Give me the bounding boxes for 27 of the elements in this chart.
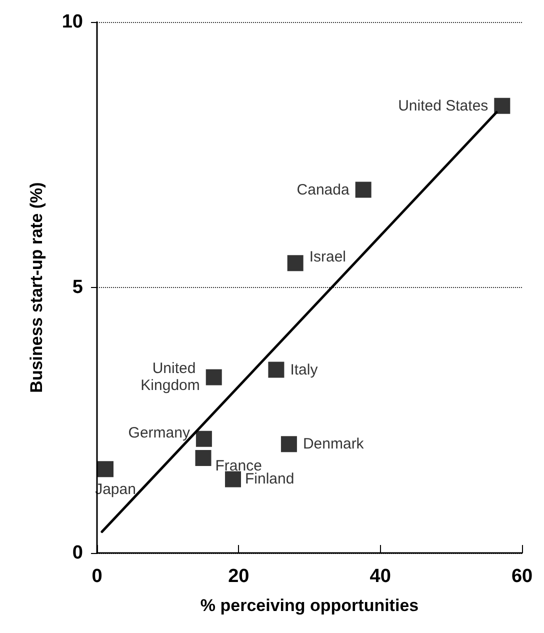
x-tick-label: 0 — [92, 566, 102, 587]
annotation: Finland — [245, 470, 294, 488]
point — [98, 461, 114, 478]
point — [225, 471, 241, 488]
y-tick-label: 0 — [72, 542, 83, 564]
x-tick-label: 60 — [511, 566, 533, 587]
annotation: Israel — [309, 248, 346, 266]
annotation: Denmark — [302, 436, 364, 453]
point — [287, 255, 304, 272]
annotation: Germany — [128, 424, 190, 442]
annotation: United States — [398, 97, 488, 114]
x-tick-label: 40 — [370, 566, 391, 587]
point — [195, 450, 212, 466]
x-axis-title: % perceiving opportunities — [200, 596, 419, 615]
point — [196, 430, 212, 447]
point — [206, 369, 222, 386]
point — [355, 182, 372, 198]
y-tick-label: 5 — [72, 277, 84, 298]
annotation: Canada — [296, 181, 350, 198]
y-axis-title: Business start-up rate (%) — [27, 182, 46, 393]
point — [280, 436, 297, 452]
point — [268, 362, 284, 378]
annotation: United Kingdom — [140, 360, 200, 394]
point — [494, 98, 510, 114]
y-tick-label: 10 — [62, 12, 83, 32]
annotation: Italy — [290, 361, 318, 378]
x-tick-label: 20 — [228, 566, 250, 587]
